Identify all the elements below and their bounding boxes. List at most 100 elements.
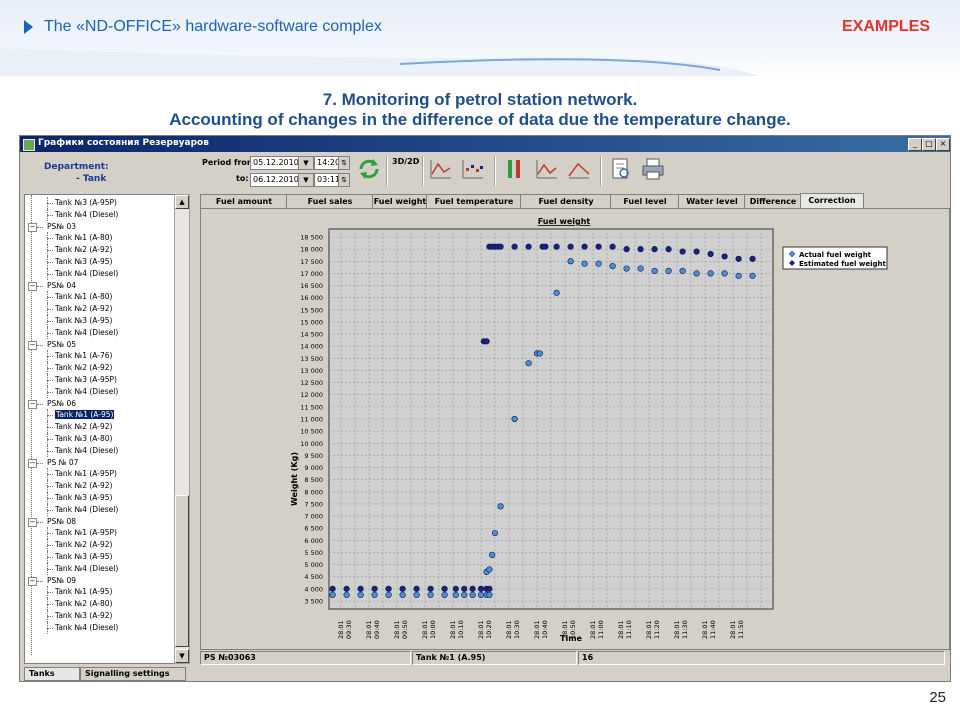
tree-node-tank[interactable]: Tank №4 (Diesel): [55, 563, 118, 574]
tree-node-tank[interactable]: Tank №2 (A-80): [55, 598, 112, 609]
tree-node-tank[interactable]: Tank №4 (Diesel): [55, 209, 118, 220]
tree-node-tank[interactable]: Tank №2 (A-92): [55, 303, 112, 314]
print-icon[interactable]: [640, 156, 666, 182]
scroll-thumb[interactable]: [175, 495, 189, 647]
from-time-spinner[interactable]: ⇅: [338, 156, 350, 170]
line-chart-icon[interactable]: [428, 156, 454, 182]
area-chart-icon[interactable]: [566, 156, 592, 182]
minimize-button[interactable]: _: [908, 138, 922, 151]
to-time-input[interactable]: 03:11: [314, 173, 340, 187]
collapse-icon[interactable]: −: [28, 222, 37, 232]
tab-difference[interactable]: Difference: [744, 194, 802, 208]
tree-node-tank[interactable]: Tank №1 (A-95P): [55, 468, 117, 479]
maximize-button[interactable]: □: [922, 138, 936, 151]
x-tick-label-time: 11:20: [653, 620, 661, 639]
tree-scrollbar[interactable]: ▲ ▼: [174, 194, 190, 664]
tree-node-tank[interactable]: Tank №4 (Diesel): [55, 386, 118, 397]
tree-node-tank[interactable]: Tank №4 (Diesel): [55, 445, 118, 456]
collapse-icon[interactable]: −: [28, 517, 37, 527]
tree-node-tank[interactable]: Tank №3 (A-95P): [55, 197, 117, 208]
close-button[interactable]: ×: [936, 138, 950, 151]
x-tick-label-time: 11:40: [709, 620, 717, 639]
collapse-icon[interactable]: −: [28, 340, 37, 350]
tree-node-station[interactable]: PS№ 08: [47, 516, 76, 527]
tree-node-station[interactable]: PS№ 05: [47, 339, 76, 350]
x-tick-label: 28.0109:50: [393, 620, 409, 639]
preview-icon[interactable]: [608, 156, 634, 182]
tab-fuel-density[interactable]: Fuel density: [520, 194, 612, 208]
tree-connector: [47, 368, 53, 370]
tree-node-tank[interactable]: Tank №1 (A-95): [55, 586, 112, 597]
collapse-icon[interactable]: −: [28, 281, 37, 291]
collapse-icon[interactable]: −: [28, 399, 37, 409]
y-tick-label: 7 500: [304, 500, 323, 508]
x-tick-label-time: 11:50: [737, 620, 745, 639]
tab-fuel-amount[interactable]: Fuel amount: [200, 194, 288, 208]
from-date-input[interactable]: 05.12.2010: [250, 156, 300, 170]
tree-node-tank[interactable]: Tank №3 (A-95P): [55, 374, 117, 385]
tab-fuel-weight[interactable]: Fuel weight: [372, 194, 428, 208]
tree-node-tank[interactable]: Tank №2 (A-92): [55, 539, 112, 550]
tree-node-tank[interactable]: Tank №2 (A-92): [55, 480, 112, 491]
tree-connector: [47, 444, 48, 457]
estimated-weight-point: [469, 591, 476, 599]
tree-node-tank[interactable]: Tank №1 (A-95P): [55, 527, 117, 538]
window-titlebar[interactable]: Графики состояния Резервуаров _ □ ×: [20, 136, 950, 152]
tree-connector: [47, 309, 53, 311]
x-tick-label: 28.0110:20: [477, 620, 493, 639]
tab-fuel-sales[interactable]: Fuel sales: [286, 194, 374, 208]
tree-node-tank[interactable]: Tank №1 (A-76): [55, 350, 112, 361]
tree-node-tank[interactable]: Tank №4 (Diesel): [55, 268, 118, 279]
tree-node-tank[interactable]: Tank №2 (A-92): [55, 362, 112, 373]
tab-fuel-level[interactable]: Fuel level: [610, 194, 680, 208]
tree-node-tank[interactable]: Tank №3 (A-95): [55, 256, 112, 267]
legend-label-actual: Actual fuel weight: [799, 251, 872, 259]
to-date-input[interactable]: 06.12.2010: [250, 173, 300, 187]
tree-node-tank[interactable]: Tank №4 (Diesel): [55, 504, 118, 515]
tab-water-level[interactable]: Water level: [678, 194, 746, 208]
tree-node-tank[interactable]: Tank №3 (A-80): [55, 433, 112, 444]
collapse-icon[interactable]: −: [28, 458, 37, 468]
line-chart-icon[interactable]: [534, 156, 560, 182]
from-date-dropdown-button[interactable]: ▼: [298, 156, 314, 170]
tree-connector: [47, 598, 48, 610]
tree-node-station[interactable]: PS№ 04: [47, 280, 76, 291]
tab-correction[interactable]: Correction: [800, 193, 864, 208]
tree-node-tank[interactable]: Tank №4 (Diesel): [55, 622, 118, 633]
department-value: - Tank: [76, 174, 107, 184]
tree-node-tank[interactable]: Tank №1 (A-80): [55, 291, 112, 302]
tree-node-label: Tank №4 (Diesel): [55, 504, 119, 514]
tree-node-tank[interactable]: Tank №3 (A-95): [55, 551, 112, 562]
scatter-chart-icon[interactable]: [460, 156, 486, 182]
tree-node-tank[interactable]: Tank №2 (A-92): [55, 421, 112, 432]
tree-node-station[interactable]: PS № 07: [47, 457, 78, 468]
3d-2d-toggle-button[interactable]: 3D/2D: [392, 156, 419, 182]
scroll-down-button[interactable]: ▼: [175, 649, 189, 663]
collapse-icon[interactable]: −: [28, 576, 37, 586]
tree-node-tank[interactable]: Tank №3 (A-95): [55, 315, 112, 326]
scroll-up-button[interactable]: ▲: [175, 195, 189, 209]
tab-signalling-settings[interactable]: Signalling settings: [80, 667, 186, 681]
x-tick-label: 28.0111:50: [729, 620, 745, 639]
tree-node-station[interactable]: PS№ 06: [47, 398, 76, 409]
tree-node-tank[interactable]: Tank №4 (Diesel): [55, 327, 118, 338]
tree-connector: [47, 362, 48, 374]
refresh-icon[interactable]: [356, 156, 382, 182]
tree-node-tank[interactable]: Tank №1 (A-80): [55, 232, 112, 243]
bars-icon[interactable]: [502, 156, 528, 182]
tree-node-station[interactable]: PS№ 09: [47, 575, 76, 586]
to-time-spinner[interactable]: ⇅: [338, 173, 350, 187]
tab-fuel-temperature[interactable]: Fuel temperature: [426, 194, 522, 208]
tree-node-tank[interactable]: Tank №3 (A-95): [55, 492, 112, 503]
tree-node-tank[interactable]: Tank №1 (A-95): [55, 409, 115, 420]
tree-node-station[interactable]: PS№ 03: [47, 221, 76, 232]
toolbar-separator: [422, 156, 424, 186]
to-date-dropdown-button[interactable]: ▼: [298, 173, 314, 187]
x-tick-label-time: 11:00: [597, 620, 605, 639]
tank-tree[interactable]: Tank №3 (A-95P) Tank №4 (Diesel) − PS№ 03 Ta…: [24, 194, 176, 664]
tree-node-tank[interactable]: Tank №3 (A-92): [55, 610, 112, 621]
tree-node-tank[interactable]: Tank №2 (A-92): [55, 244, 112, 255]
y-tick-label: 16 500: [300, 282, 323, 290]
from-time-input[interactable]: 14:20: [314, 156, 340, 170]
tab-tanks[interactable]: Tanks: [24, 667, 80, 681]
